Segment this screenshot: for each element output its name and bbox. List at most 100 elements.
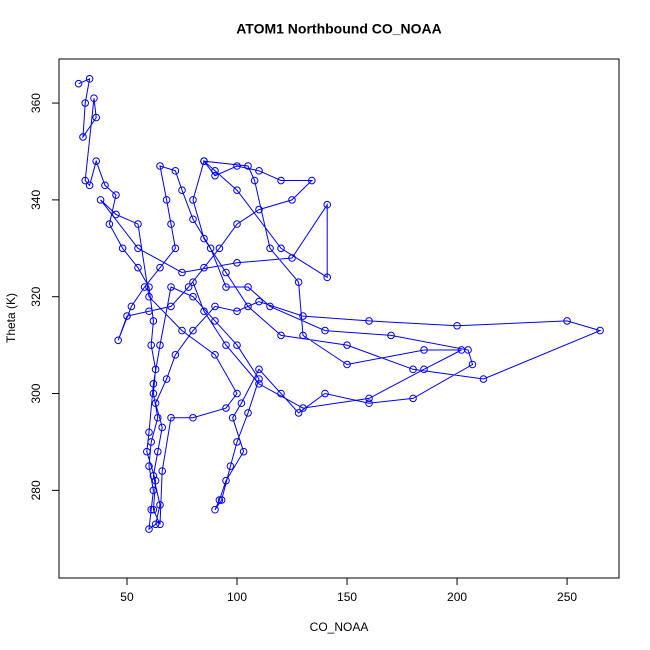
chart-title: ATOM1 Northbound CO_NOAA xyxy=(236,21,442,37)
data-point xyxy=(288,254,296,262)
data-point xyxy=(420,365,428,374)
data-point xyxy=(294,278,303,286)
data-point xyxy=(266,302,274,311)
data-point xyxy=(200,157,208,165)
data-point xyxy=(222,268,230,277)
data-point xyxy=(250,176,259,185)
data-point xyxy=(145,283,153,291)
data-point xyxy=(365,394,373,403)
data-point xyxy=(277,331,285,340)
data-point xyxy=(149,389,158,398)
data-point xyxy=(277,176,285,185)
data-point xyxy=(167,283,175,291)
data-point xyxy=(200,307,208,316)
data-point xyxy=(156,501,164,509)
data-point xyxy=(215,496,224,504)
data-point xyxy=(145,525,153,533)
data-point xyxy=(294,409,303,417)
data-point xyxy=(200,234,208,243)
data-point xyxy=(123,312,131,320)
x-axis-label: CO_NOAA xyxy=(310,620,369,634)
data-point xyxy=(222,283,230,291)
data-point xyxy=(189,278,197,286)
data-point xyxy=(255,297,263,306)
y-axis-label: Theta (K) xyxy=(4,293,18,343)
data-point xyxy=(215,244,224,253)
data-point xyxy=(200,263,208,272)
x-tick-label: 100 xyxy=(227,590,247,604)
data-point xyxy=(92,113,100,122)
data-point xyxy=(167,302,175,311)
data-point xyxy=(145,307,153,316)
data-point xyxy=(142,447,151,456)
data-point xyxy=(105,220,114,228)
data-point xyxy=(147,438,155,446)
data-point xyxy=(323,273,332,282)
data-point xyxy=(409,365,417,374)
data-point xyxy=(134,263,142,272)
data-point xyxy=(233,162,241,170)
data-point xyxy=(343,360,351,369)
x-tick-label: 250 xyxy=(557,590,577,604)
y-tick-label: 280 xyxy=(29,480,43,500)
data-point xyxy=(233,307,241,316)
data-point xyxy=(233,389,241,398)
data-point xyxy=(255,365,263,374)
data-point xyxy=(244,162,252,170)
data-point xyxy=(151,476,160,485)
data-point xyxy=(171,167,180,175)
data-point xyxy=(211,171,219,180)
data-point xyxy=(145,462,153,470)
data-point xyxy=(228,413,237,422)
data-point xyxy=(211,302,219,311)
data-point xyxy=(211,317,219,325)
data-point xyxy=(147,341,155,349)
data-point xyxy=(184,283,193,291)
data-point xyxy=(178,186,186,195)
data-point xyxy=(158,423,166,432)
data-point xyxy=(171,351,180,359)
data-point xyxy=(321,326,329,335)
data-point xyxy=(343,341,351,349)
data-point xyxy=(147,505,155,514)
data-point xyxy=(114,336,122,345)
data-point xyxy=(189,413,197,422)
data-point xyxy=(299,404,307,412)
data-point xyxy=(255,167,263,175)
data-point xyxy=(96,196,105,204)
data-point xyxy=(149,472,158,480)
data-point xyxy=(118,244,127,253)
data-point xyxy=(151,520,160,529)
x-tick-label: 50 xyxy=(120,590,134,604)
data-point xyxy=(79,133,87,141)
data-point xyxy=(237,399,246,408)
data-point xyxy=(101,181,109,190)
data-point xyxy=(162,375,171,383)
data-point xyxy=(277,244,285,253)
data-point xyxy=(420,346,428,354)
data-point xyxy=(149,317,158,325)
data-point xyxy=(189,326,197,335)
data-point xyxy=(171,244,180,253)
data-point xyxy=(457,346,466,354)
data-point xyxy=(299,312,307,320)
data-point xyxy=(387,331,395,340)
data-point xyxy=(479,375,488,383)
data-point xyxy=(178,268,186,277)
data-point xyxy=(134,244,142,253)
y-tick-label: 320 xyxy=(29,286,43,306)
data-point xyxy=(149,505,158,514)
data-point xyxy=(244,409,252,417)
data-point xyxy=(222,341,230,349)
data-point xyxy=(151,365,160,374)
data-point xyxy=(299,331,307,340)
x-tick-label: 150 xyxy=(337,590,357,604)
data-point xyxy=(266,244,274,253)
data-point xyxy=(206,244,215,253)
data-point xyxy=(153,447,162,456)
data-point xyxy=(85,181,94,190)
data-point xyxy=(211,505,219,514)
data-point xyxy=(308,176,316,185)
data-point xyxy=(112,191,120,199)
